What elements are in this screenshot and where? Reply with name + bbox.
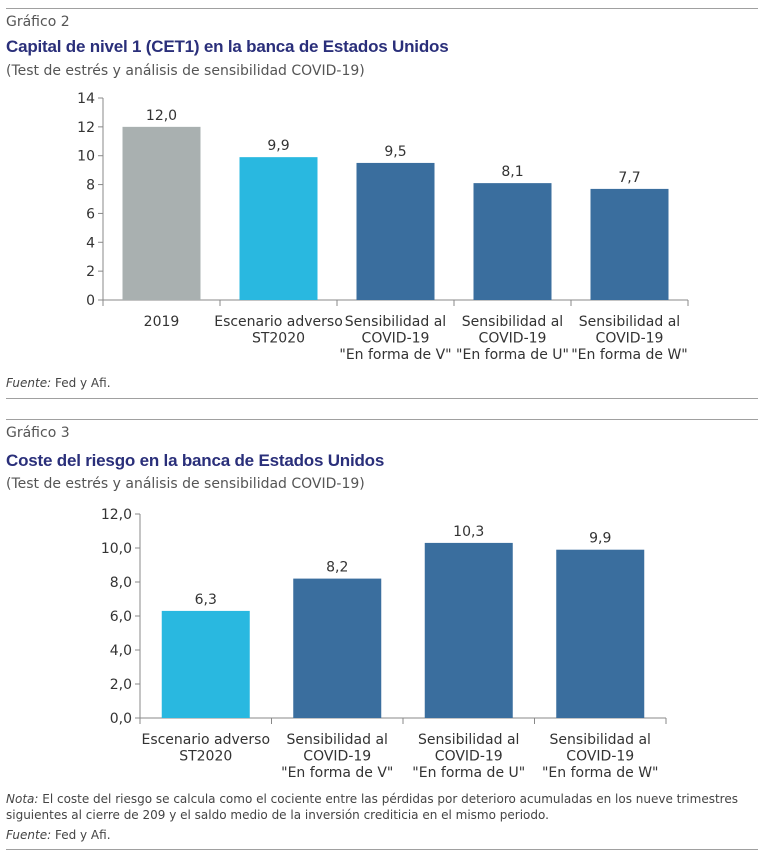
bottom-rule — [6, 849, 758, 850]
y-tick-label: 2 — [86, 264, 95, 280]
bar — [161, 610, 250, 718]
bar — [556, 549, 645, 718]
bar — [590, 188, 669, 300]
x-category-label: COVID-19 — [566, 749, 634, 765]
chart-1-subtitle: (Test de estrés y análisis de sensibilid… — [6, 63, 365, 79]
chart-1-source: Fuente: Fed y Afi. — [6, 376, 111, 390]
x-category-label: Escenario adverso — [214, 314, 343, 330]
y-tick-label: 4 — [86, 235, 95, 251]
x-category-label: Sensibilidad al — [462, 314, 563, 330]
bar — [424, 542, 513, 718]
y-tick-label: 2,0 — [110, 677, 132, 693]
chart-1-source-label: Fuente: — [6, 376, 52, 390]
x-category-label: "En forma de V" — [339, 347, 451, 363]
bar — [293, 578, 382, 718]
bar-value-label: 8,2 — [326, 560, 348, 576]
x-category-label: "En forma de W" — [571, 347, 688, 363]
top-rule — [6, 8, 758, 9]
bar-value-label: 9,5 — [384, 144, 406, 160]
x-category-label: "En forma de V" — [281, 765, 393, 781]
y-tick-label: 12,0 — [101, 507, 132, 523]
y-tick-label: 6 — [86, 206, 95, 222]
bar — [239, 157, 318, 300]
bar-value-label: 6,3 — [195, 592, 217, 608]
chart-2-note: Nota: El coste del riesgo se calcula com… — [6, 791, 758, 823]
chart-2-source: Fuente: Fed y Afi. — [6, 828, 111, 842]
chart-2-plot: 0,0 2,0 4,0 6,0 8,0 10,0 12,0 6,3 Escenario adve… — [101, 507, 667, 781]
x-category-label: "En forma de U" — [456, 347, 569, 363]
x-category-label: Sensibilidad al — [345, 314, 446, 330]
x-category-label: ST2020 — [179, 749, 232, 765]
chart-2-note-label: Nota: — [6, 792, 39, 806]
chart-1-source-text: Fed y Afi. — [51, 376, 111, 390]
x-category-label: COVID-19 — [435, 749, 503, 765]
y-tick-label: 4,0 — [110, 643, 132, 659]
x-category-label: Sensibilidad al — [550, 732, 651, 748]
x-category-label: Escenario adverso — [141, 732, 270, 748]
chart-2-title: Coste del riesgo en la banca de Estados … — [6, 451, 385, 470]
chart-2-number: Gráfico 3 — [6, 425, 70, 441]
y-tick-label: 14 — [77, 91, 95, 107]
x-category-label: 2019 — [144, 314, 180, 330]
y-tick-label: 0,0 — [110, 711, 132, 727]
x-category-label: Sensibilidad al — [287, 732, 388, 748]
x-category-label: Sensibilidad al — [579, 314, 680, 330]
y-tick-label: 8 — [86, 178, 95, 194]
y-tick-label: 6,0 — [110, 609, 132, 625]
separator-rule-1 — [6, 398, 758, 399]
chart-2-note-text: El coste del riesgo se calcula como el c… — [6, 792, 738, 822]
x-category-label: COVID-19 — [479, 331, 547, 347]
x-category-label: Sensibilidad al — [418, 732, 519, 748]
x-category-label: "En forma de W" — [542, 765, 659, 781]
x-category-label: COVID-19 — [362, 331, 430, 347]
chart-1-number: Gráfico 2 — [6, 14, 70, 30]
bar-value-label: 9,9 — [589, 531, 611, 547]
y-tick-label: 8,0 — [110, 575, 132, 591]
x-category-label: COVID-19 — [303, 749, 371, 765]
chart-2-source-label: Fuente: — [6, 828, 52, 842]
chart-2-source-text: Fed y Afi. — [51, 828, 111, 842]
bar-value-label: 10,3 — [453, 524, 484, 540]
y-tick-label: 12 — [77, 120, 95, 136]
bar-value-label: 8,1 — [501, 164, 523, 180]
y-tick-label: 0 — [86, 293, 95, 309]
y-tick-label: 10 — [77, 149, 95, 165]
x-category-label: COVID-19 — [596, 331, 664, 347]
bar-value-label: 9,9 — [267, 138, 289, 154]
bar-value-label: 7,7 — [618, 170, 640, 186]
y-tick-label: 10,0 — [101, 541, 132, 557]
x-category-label: ST2020 — [252, 331, 305, 347]
bar — [356, 162, 435, 300]
chart-1-title: Capital de nivel 1 (CET1) en la banca de… — [6, 37, 449, 56]
bar — [122, 126, 201, 300]
x-category-label: "En forma de U" — [412, 765, 525, 781]
bar-value-label: 12,0 — [146, 108, 177, 124]
separator-rule-2 — [6, 419, 758, 420]
bar — [473, 183, 552, 300]
chart-2-subtitle: (Test de estrés y análisis de sensibilid… — [6, 476, 365, 492]
